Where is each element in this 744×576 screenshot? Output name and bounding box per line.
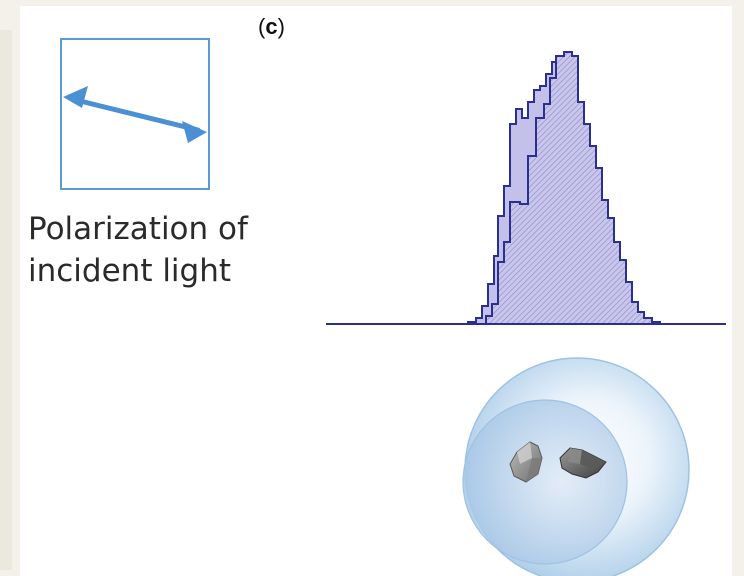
crystal-left-icon <box>509 441 543 483</box>
double-arrow-icon <box>63 86 207 143</box>
panel-label: (c) <box>258 14 285 40</box>
polarization-caption: Polarization of incident light <box>28 208 288 292</box>
figure-graphics <box>60 38 726 576</box>
figure-panel: (c) <box>20 6 732 576</box>
inner-sphere <box>462 399 628 565</box>
polarization-box <box>60 38 210 190</box>
caption-line-2: incident light <box>28 253 232 289</box>
panel-label-open: ( <box>258 14 266 39</box>
caption-line-1: Polarization of <box>28 211 248 247</box>
crystal-right-icon <box>559 447 607 479</box>
histogram-left-outline <box>498 108 528 217</box>
left-edge-strip <box>0 30 12 570</box>
histogram-right <box>480 51 661 325</box>
panel-label-close: ) <box>277 14 285 39</box>
panel-label-letter: c <box>265 14 278 39</box>
